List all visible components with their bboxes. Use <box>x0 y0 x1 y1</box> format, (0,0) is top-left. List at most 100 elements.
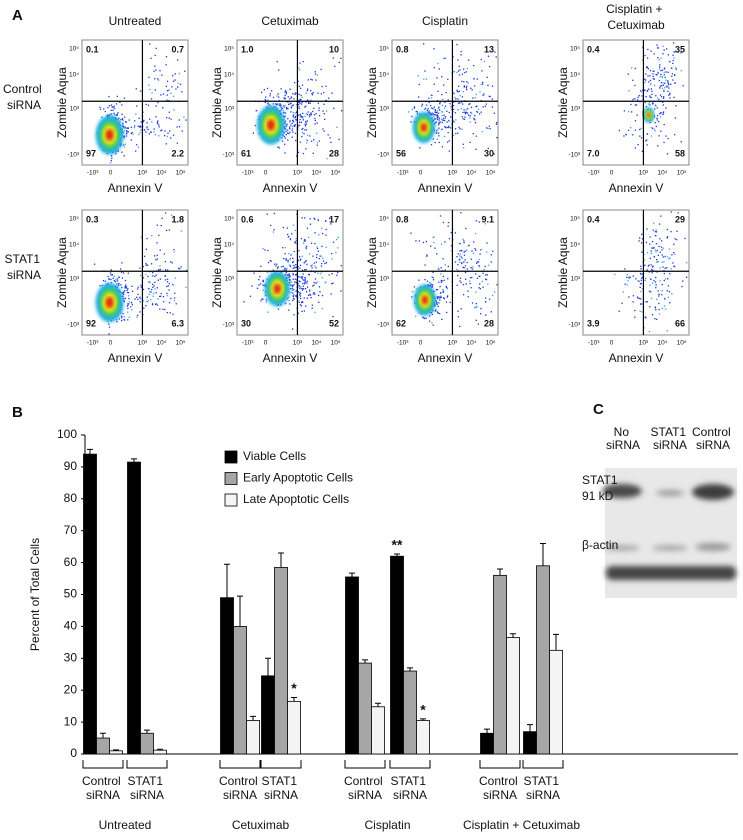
event-dot <box>171 262 173 264</box>
event-dot <box>624 283 626 285</box>
event-dot <box>673 57 675 59</box>
event-dot <box>661 283 663 286</box>
event-dot <box>284 120 287 122</box>
event-dot <box>321 277 323 279</box>
event-dot <box>659 66 661 68</box>
event-dot <box>306 280 308 282</box>
event-dot <box>158 234 160 237</box>
event-dot <box>417 75 419 77</box>
event-dot <box>675 105 677 107</box>
event-dot <box>425 104 428 106</box>
event-dot <box>411 108 413 111</box>
event-dot <box>305 247 307 249</box>
event-dot <box>434 247 436 249</box>
event-dot <box>152 271 154 274</box>
event-dot <box>296 155 298 157</box>
event-dot <box>288 235 290 238</box>
event-dot <box>651 90 653 92</box>
y-tick-label: 10³ <box>571 105 581 112</box>
event-dot <box>299 113 302 116</box>
event-dot <box>480 83 483 85</box>
event-dot <box>662 101 664 104</box>
event-dot <box>289 131 291 134</box>
event-dot <box>448 150 450 152</box>
event-dot <box>260 300 262 302</box>
event-dot <box>658 68 661 70</box>
bar <box>358 662 372 755</box>
quadrant-value: 10 <box>329 44 339 54</box>
event-dot <box>264 101 266 104</box>
event-dot <box>335 238 338 241</box>
event-dot <box>116 114 118 117</box>
event-dot <box>304 277 307 279</box>
event-dot <box>287 139 289 141</box>
event-dot <box>160 224 162 227</box>
y-tick-label: 10⁴ <box>570 242 580 249</box>
event-dot <box>140 129 142 131</box>
event-dot <box>445 91 447 94</box>
event-dot <box>167 132 169 134</box>
event-dot <box>293 250 295 253</box>
event-dot <box>657 71 659 74</box>
event-dot <box>429 285 432 287</box>
event-dot <box>117 117 119 120</box>
event-dot <box>479 287 481 290</box>
event-dot <box>464 250 466 253</box>
event-dot <box>293 298 295 300</box>
event-dot <box>469 103 471 105</box>
event-dot <box>441 111 443 113</box>
event-dot <box>434 111 436 113</box>
event-dot <box>113 275 116 278</box>
plot-frame <box>81 209 189 336</box>
quadrant-value: 35 <box>675 44 685 54</box>
event-dot <box>636 114 638 116</box>
event-dot <box>316 256 318 259</box>
event-dot <box>312 285 314 287</box>
event-dot <box>309 293 311 296</box>
event-dot <box>302 116 304 118</box>
event-dot <box>467 290 469 292</box>
event-dot <box>491 106 494 108</box>
event-dot <box>113 112 115 114</box>
event-dot <box>120 271 123 273</box>
event-dot <box>121 277 124 279</box>
event-dot <box>454 128 457 130</box>
event-dot <box>122 272 125 274</box>
event-dot <box>434 108 436 111</box>
event-dot <box>672 42 675 44</box>
event-dot <box>674 253 676 256</box>
event-dot <box>127 131 129 133</box>
event-dot <box>303 269 306 271</box>
event-dot <box>324 262 326 265</box>
event-dot <box>447 225 449 227</box>
event-dot <box>658 98 660 101</box>
event-dot <box>294 112 296 114</box>
event-dot <box>300 103 303 105</box>
event-dot <box>432 236 434 239</box>
y-tick-label: 10⁴ <box>69 242 79 249</box>
event-dot <box>294 116 296 119</box>
event-dot <box>667 285 669 287</box>
x-tick-label: Control siRNA <box>82 774 124 802</box>
event-dot <box>298 106 300 108</box>
event-dot <box>316 74 319 76</box>
event-dot <box>650 135 653 137</box>
event-dot <box>253 272 255 274</box>
event-dot <box>646 139 648 141</box>
event-dot <box>436 303 438 306</box>
event-dot <box>657 290 659 292</box>
y-tick-label: 40 <box>64 619 78 633</box>
event-dot <box>475 319 477 321</box>
event-dot <box>660 112 662 114</box>
event-dot <box>457 102 460 104</box>
event-dot <box>306 286 309 288</box>
event-dot <box>669 61 671 63</box>
event-dot <box>159 265 161 267</box>
event-dot <box>322 257 324 260</box>
event-dot <box>325 85 327 87</box>
event-dot <box>126 289 128 291</box>
event-dot <box>422 316 424 318</box>
event-dot <box>667 83 670 85</box>
event-dot <box>181 130 183 132</box>
